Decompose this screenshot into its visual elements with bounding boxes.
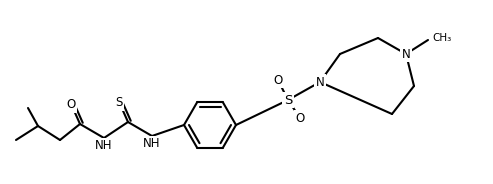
Text: S: S: [115, 96, 123, 109]
Text: S: S: [284, 93, 292, 107]
Text: NH: NH: [95, 139, 113, 152]
Text: N: N: [316, 75, 324, 89]
Text: O: O: [274, 73, 282, 86]
Text: CH₃: CH₃: [432, 33, 451, 43]
Text: NH: NH: [143, 137, 161, 150]
Text: O: O: [295, 112, 305, 125]
Text: N: N: [402, 47, 410, 61]
Text: O: O: [67, 98, 75, 112]
